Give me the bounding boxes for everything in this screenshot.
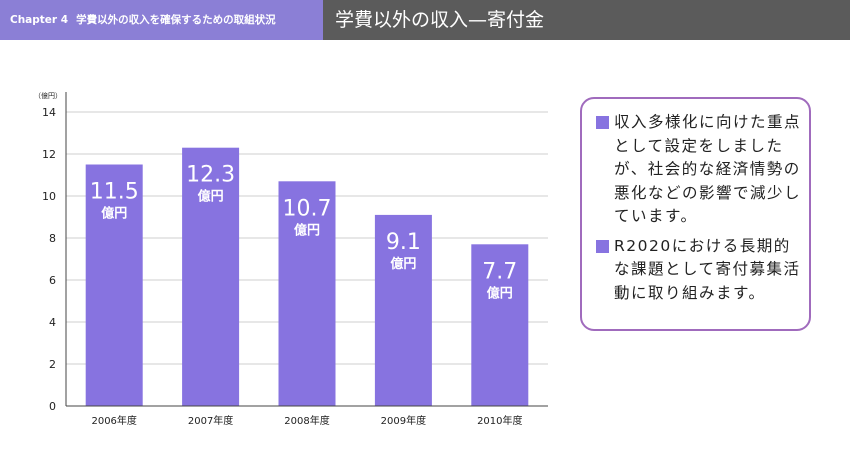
y-tick-label: 6 — [49, 274, 56, 287]
y-tick-label: 8 — [49, 232, 56, 245]
y-tick-label: 0 — [49, 400, 56, 413]
bar — [85, 164, 143, 406]
chapter-banner: Chapter 4 学費以外の収入を確保するための取組状況 — [0, 0, 323, 40]
callout-note: R2020における長期的な課題として寄付募集活動に取り組みます。 — [596, 235, 803, 306]
section-title: 学費以外の収入を確保するための取組状況 — [76, 14, 276, 26]
bar-value-label: 12.3 — [186, 163, 235, 188]
y-tick-label: 14 — [42, 106, 56, 119]
page-title: 学費以外の収入—寄付金 — [323, 0, 850, 40]
bar-unit-label: 億円 — [487, 285, 513, 301]
bar-value-label: 11.5 — [90, 180, 139, 205]
bar-value-label: 10.7 — [283, 196, 332, 221]
callout-box: 収入多様化に向けた重点として設定をしましたが、社会的な経済情勢の悪化などの影響で… — [580, 97, 811, 331]
y-tick-label: 12 — [42, 148, 56, 161]
bar — [471, 244, 529, 406]
bar — [278, 181, 336, 406]
bar-value-label: 9.1 — [386, 230, 421, 255]
callout-note-text: 収入多様化に向けた重点として設定をしましたが、社会的な経済情勢の悪化などの影響で… — [614, 113, 802, 225]
y-tick-label: 4 — [49, 316, 56, 329]
bar-unit-label: 億円 — [198, 189, 224, 205]
bar — [182, 147, 240, 406]
bar-unit-label: 億円 — [390, 256, 416, 272]
callout-note: 収入多様化に向けた重点として設定をしましたが、社会的な経済情勢の悪化などの影響で… — [596, 111, 803, 229]
y-unit-label: （億円） — [34, 91, 62, 100]
bar-unit-label: 億円 — [101, 206, 127, 222]
x-tick-label: 2008年度 — [284, 414, 329, 427]
bar-value-label: 7.7 — [482, 259, 517, 284]
square-bullet-icon — [596, 239, 609, 253]
square-bullet-icon — [596, 116, 609, 129]
header: Chapter 4 学費以外の収入を確保するための取組状況 学費以外の収入—寄付金 — [0, 0, 850, 40]
callout-note-text: R2020における長期的な課題として寄付募集活動に取り組みます。 — [614, 236, 801, 302]
y-tick-label: 2 — [49, 358, 56, 371]
x-tick-label: 2006年度 — [91, 414, 136, 427]
chapter-label: Chapter 4 — [10, 14, 69, 26]
bar — [374, 214, 432, 406]
x-tick-label: 2009年度 — [381, 414, 426, 427]
y-tick-label: 10 — [42, 190, 56, 203]
bar-chart: 02468101214（億円）11.5億円2006年度12.3億円2007年度1… — [34, 91, 548, 427]
x-tick-label: 2007年度 — [188, 414, 233, 427]
bar-unit-label: 億円 — [294, 222, 320, 238]
x-tick-label: 2010年度 — [477, 414, 522, 427]
